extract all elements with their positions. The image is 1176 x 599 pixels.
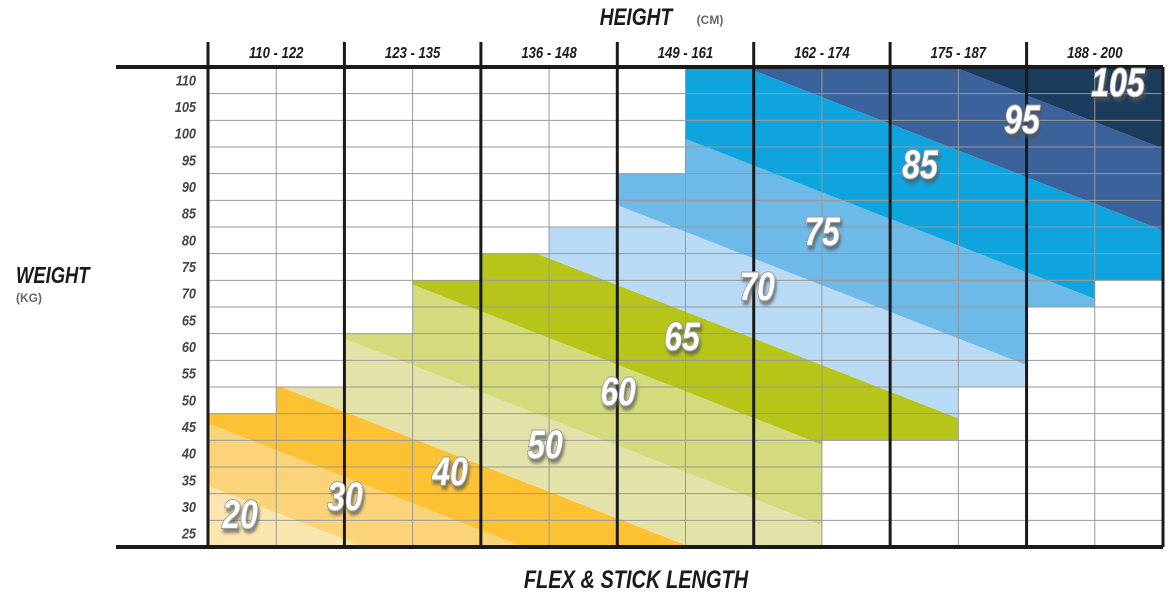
svg-text:50: 50 bbox=[527, 422, 563, 467]
svg-text:110: 110 bbox=[176, 71, 197, 88]
svg-text:65: 65 bbox=[182, 311, 196, 328]
svg-text:HEIGHT: HEIGHT bbox=[600, 3, 674, 31]
svg-text:45: 45 bbox=[181, 418, 196, 435]
svg-text:(CM): (CM) bbox=[697, 13, 724, 27]
svg-text:WEIGHT: WEIGHT bbox=[16, 263, 92, 288]
svg-text:110 - 122: 110 - 122 bbox=[249, 45, 303, 62]
svg-text:30: 30 bbox=[182, 498, 196, 515]
svg-text:25: 25 bbox=[181, 525, 196, 542]
svg-text:55: 55 bbox=[182, 365, 196, 382]
svg-text:50: 50 bbox=[182, 391, 196, 408]
svg-text:80: 80 bbox=[182, 231, 196, 248]
svg-text:75: 75 bbox=[182, 258, 196, 275]
svg-text:60: 60 bbox=[600, 369, 636, 414]
svg-text:35: 35 bbox=[182, 471, 196, 488]
svg-text:85: 85 bbox=[902, 142, 938, 187]
svg-text:60: 60 bbox=[182, 338, 196, 355]
svg-text:123 - 135: 123 - 135 bbox=[385, 45, 441, 62]
svg-text:30: 30 bbox=[327, 474, 363, 519]
svg-text:70: 70 bbox=[182, 285, 196, 302]
svg-text:136 - 148: 136 - 148 bbox=[521, 45, 577, 62]
svg-text:70: 70 bbox=[739, 264, 775, 309]
svg-text:105: 105 bbox=[1091, 60, 1145, 105]
svg-text:100: 100 bbox=[175, 125, 196, 142]
svg-text:20: 20 bbox=[221, 492, 257, 537]
svg-text:(KG): (KG) bbox=[16, 291, 42, 305]
svg-text:162 - 174: 162 - 174 bbox=[794, 45, 849, 62]
svg-text:85: 85 bbox=[182, 205, 196, 222]
svg-text:FLEX & STICK LENGTH: FLEX & STICK LENGTH bbox=[524, 566, 749, 594]
svg-text:90: 90 bbox=[182, 178, 196, 195]
svg-text:175 - 187: 175 - 187 bbox=[931, 45, 987, 62]
svg-text:95: 95 bbox=[1004, 97, 1040, 142]
svg-text:105: 105 bbox=[175, 98, 196, 115]
svg-text:40: 40 bbox=[431, 449, 467, 494]
svg-text:75: 75 bbox=[804, 209, 840, 254]
svg-text:149 - 161: 149 - 161 bbox=[658, 45, 713, 62]
svg-text:95: 95 bbox=[182, 151, 196, 168]
svg-text:65: 65 bbox=[664, 314, 700, 359]
svg-text:40: 40 bbox=[181, 445, 196, 462]
